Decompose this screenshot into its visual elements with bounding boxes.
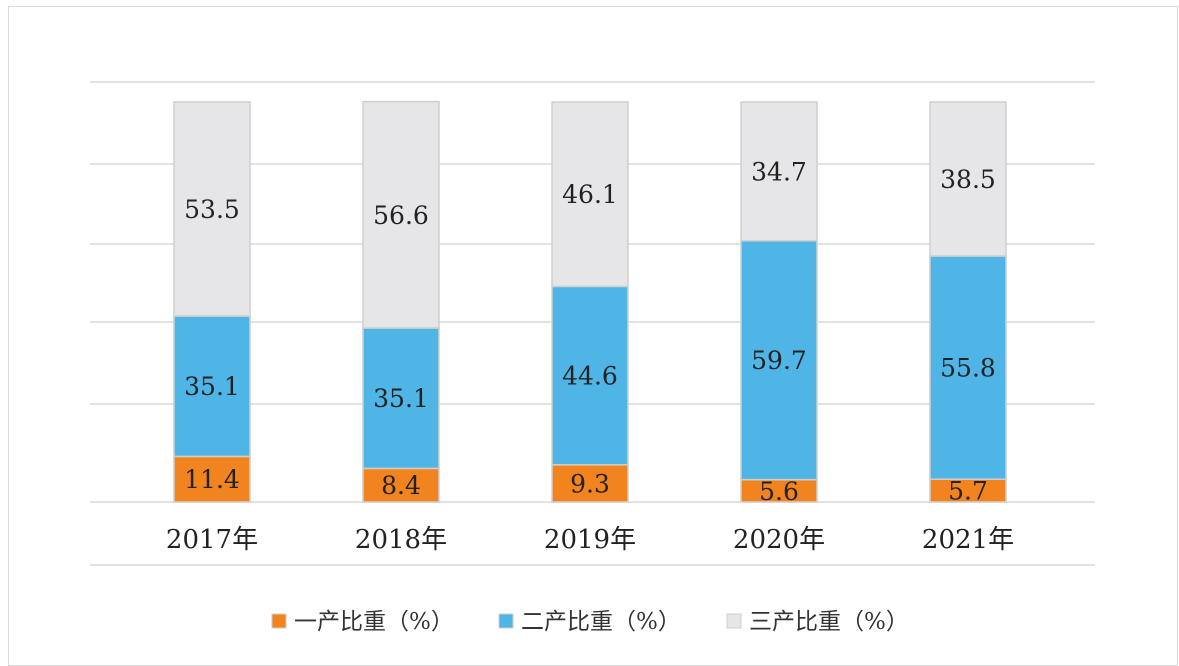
bars: 11.4 35.1 53.5 8.4 35.1 56.6 9.3 44.6 46.1 5.6 59.… [173,100,1007,506]
bar-segment [362,100,440,329]
bar-segment [173,455,251,503]
data-label: 46.1 [562,180,618,209]
legend: 一产比重（%） 二产比重（%） 三产比重（%） [271,609,909,635]
data-label: 35.1 [184,372,240,401]
bar-segment [173,101,251,317]
data-label: 35.1 [373,384,429,413]
bar-segment [740,240,818,481]
x-tick-label: 2020年 [733,525,825,555]
bar-segment [551,101,629,288]
legend-swatch [271,613,287,629]
x-tick-label: 2018年 [355,525,447,555]
bar-segment [362,467,440,503]
legend-label: 一产比重（%） [294,609,454,635]
x-tick-label: 2017年 [166,525,258,555]
data-label: 9.3 [570,469,610,498]
data-label: 53.5 [184,195,240,224]
x-tick-label: 2019年 [544,525,636,555]
legend-swatch [498,613,514,629]
bar-segment [362,327,440,470]
data-label: 34.7 [751,157,807,186]
data-label: 5.7 [948,477,988,506]
bar-segment [551,285,629,466]
legend-swatch [726,613,742,629]
bar-segment [173,315,251,458]
x-tick-label: 2021年 [922,525,1014,555]
bar-segment [551,464,629,503]
legend-label: 二产比重（%） [521,609,681,635]
data-label: 38.5 [940,165,996,194]
x-axis-ticks: 2017年 2018年 2019年 2020年 2021年 [166,525,1014,555]
legend-label: 三产比重（%） [749,609,909,635]
data-label: 5.6 [759,477,799,506]
data-label: 55.8 [940,354,996,383]
bar-segment [740,101,818,242]
bar-segment [929,101,1007,257]
data-label: 44.6 [562,362,618,391]
data-label: 56.6 [373,201,429,230]
bar-segment [929,255,1007,480]
data-label: 11.4 [184,465,240,494]
data-label: 59.7 [751,346,807,375]
data-label: 8.4 [381,471,421,500]
